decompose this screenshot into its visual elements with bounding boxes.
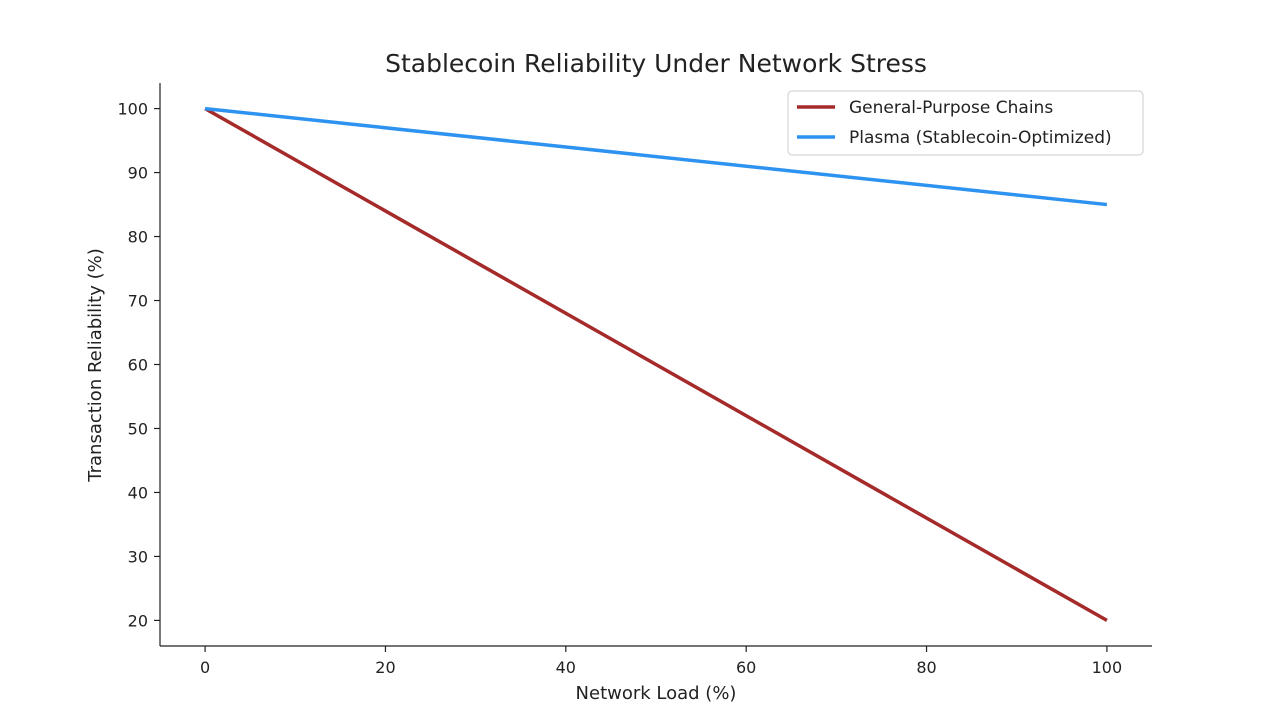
- x-tick-label: 60: [736, 658, 756, 677]
- y-tick-label: 40: [128, 483, 148, 502]
- legend-label: Plasma (Stablecoin-Optimized): [849, 128, 1112, 148]
- y-tick-label: 60: [128, 356, 148, 375]
- x-tick-label: 40: [556, 658, 576, 677]
- y-tick-label: 100: [117, 100, 148, 119]
- y-tick-label: 20: [128, 611, 148, 630]
- legend: General-Purpose Chains Plasma (Stablecoin…: [787, 90, 1144, 156]
- x-tick-label: 20: [375, 658, 395, 677]
- x-tick-label: 0: [200, 658, 210, 677]
- y-tick-label: 30: [128, 547, 148, 566]
- x-axis-label: Network Load (%): [576, 683, 737, 704]
- y-axis-label: Transaction Reliability (%): [85, 248, 106, 483]
- y-tick-label: 80: [128, 228, 148, 247]
- y-tick-label: 50: [128, 419, 148, 438]
- y-tick-label: 70: [128, 292, 148, 311]
- legend-box: [787, 90, 1144, 156]
- legend-label: General-Purpose Chains: [849, 98, 1053, 118]
- series-lines: [204, 106, 1108, 622]
- y-tick-label: 90: [128, 164, 148, 183]
- x-tick-label: 80: [916, 658, 936, 677]
- series-line-2: [204, 106, 1108, 207]
- x-tick-label: 100: [1092, 658, 1123, 677]
- chart-title: Stablecoin Reliability Under Network Str…: [385, 49, 927, 78]
- series-line-1: [204, 107, 1108, 622]
- axes: 0 20 40 60 80 100 20 30 40 50 60 70 80 90 100: [117, 83, 1152, 677]
